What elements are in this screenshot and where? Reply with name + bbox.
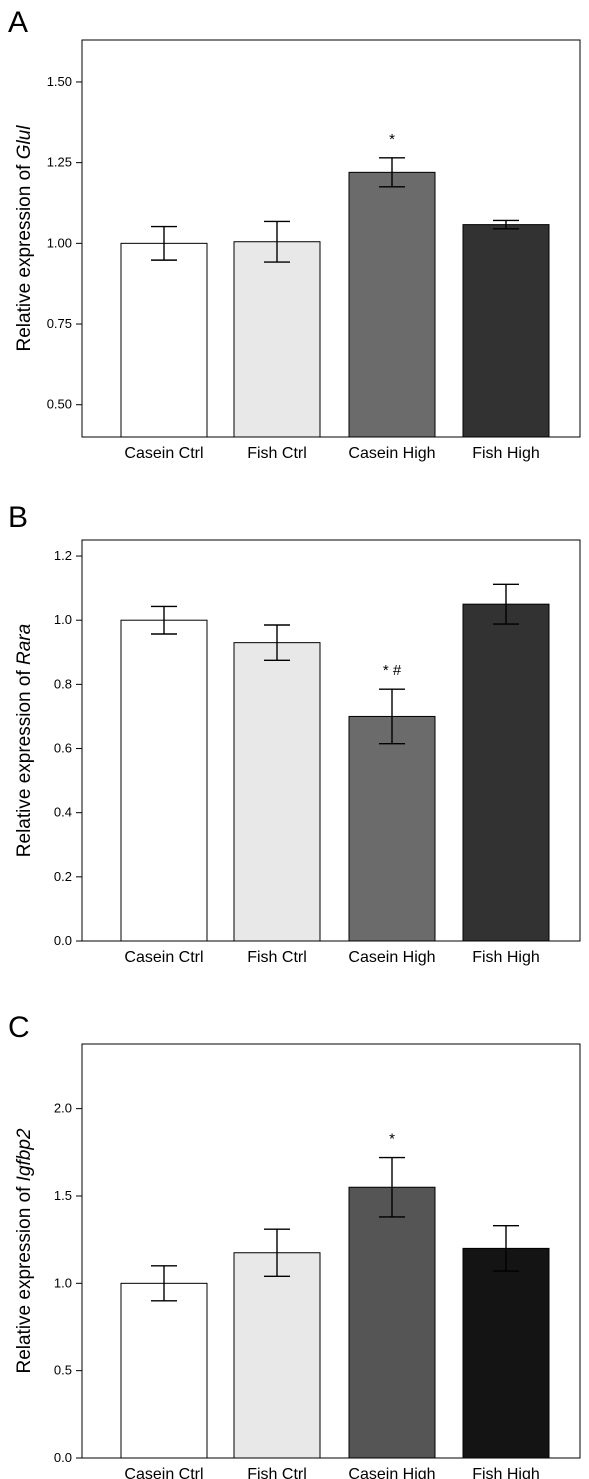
y-tick-label: 0.50	[47, 397, 72, 412]
x-category-label: Fish Ctrl	[247, 949, 307, 966]
x-category-label: Casein Ctrl	[124, 949, 203, 966]
y-axis-label: Relative expression of Rara	[14, 624, 35, 857]
plot-frame	[81, 539, 581, 942]
y-tick-label: 0.0	[54, 933, 72, 948]
y-tick-label: 0.5	[54, 1363, 72, 1378]
bar	[120, 619, 208, 942]
panel-letter: C	[8, 1011, 30, 1044]
bar	[120, 242, 208, 438]
y-axis-label: Relative expression of Glul	[14, 125, 35, 352]
bar	[348, 1186, 436, 1459]
significance-marker: *	[389, 1131, 395, 1148]
significance-marker: *	[389, 131, 395, 148]
y-tick-label: 0.0	[54, 1450, 72, 1465]
y-tick-label: 0.8	[54, 676, 72, 691]
y-tick-label: 0.6	[54, 741, 72, 756]
y-tick-label: 1.50	[47, 74, 72, 89]
y-axis-label-prefix: Relative expression of	[14, 159, 35, 351]
bar	[348, 715, 436, 942]
y-tick-label: 2.0	[54, 1101, 72, 1116]
bar	[233, 1252, 321, 1459]
y-tick-label: 0.75	[47, 316, 72, 331]
y-tick-label: 0.4	[54, 805, 72, 820]
plot-frame	[81, 1043, 581, 1459]
y-tick-label: 0.2	[54, 869, 72, 884]
y-tick-label: 1.0	[54, 612, 72, 627]
x-category-label: Fish High	[472, 1466, 540, 1479]
x-category-label: Fish Ctrl	[247, 1466, 307, 1479]
y-axis-label-gene: Rara	[14, 624, 35, 665]
y-tick-label: 1.2	[54, 548, 72, 563]
x-category-label: Casein Ctrl	[124, 1466, 203, 1479]
plot-frame	[81, 39, 581, 438]
x-category-label: Fish High	[472, 949, 540, 966]
y-axis-label: Relative expression of Igfbp2	[14, 1128, 35, 1373]
bar	[462, 603, 550, 942]
x-category-label: Casein Ctrl	[124, 445, 203, 462]
y-axis-label-prefix: Relative expression of	[14, 665, 35, 857]
bar	[120, 1282, 208, 1459]
y-tick-label: 1.25	[47, 155, 72, 170]
x-category-label: Fish High	[472, 445, 540, 462]
significance-marker: * #	[383, 662, 402, 679]
bar	[233, 642, 321, 942]
bar	[462, 224, 550, 438]
y-tick-label: 1.00	[47, 235, 72, 250]
bar	[348, 171, 436, 438]
x-category-label: Fish Ctrl	[247, 445, 307, 462]
x-category-label: Casein High	[348, 949, 435, 966]
bar	[462, 1247, 550, 1459]
y-axis-label-gene: Igfbp2	[14, 1128, 35, 1181]
y-tick-label: 1.5	[54, 1188, 72, 1203]
y-axis-label-prefix: Relative expression of	[14, 1181, 35, 1373]
panel-letter: B	[8, 501, 28, 534]
bar	[233, 241, 321, 438]
x-category-label: Casein High	[348, 445, 435, 462]
y-axis-label-gene: Glul	[14, 125, 35, 160]
x-category-label: Casein High	[348, 1466, 435, 1479]
y-tick-label: 1.0	[54, 1275, 72, 1290]
panel-letter: A	[8, 6, 28, 39]
